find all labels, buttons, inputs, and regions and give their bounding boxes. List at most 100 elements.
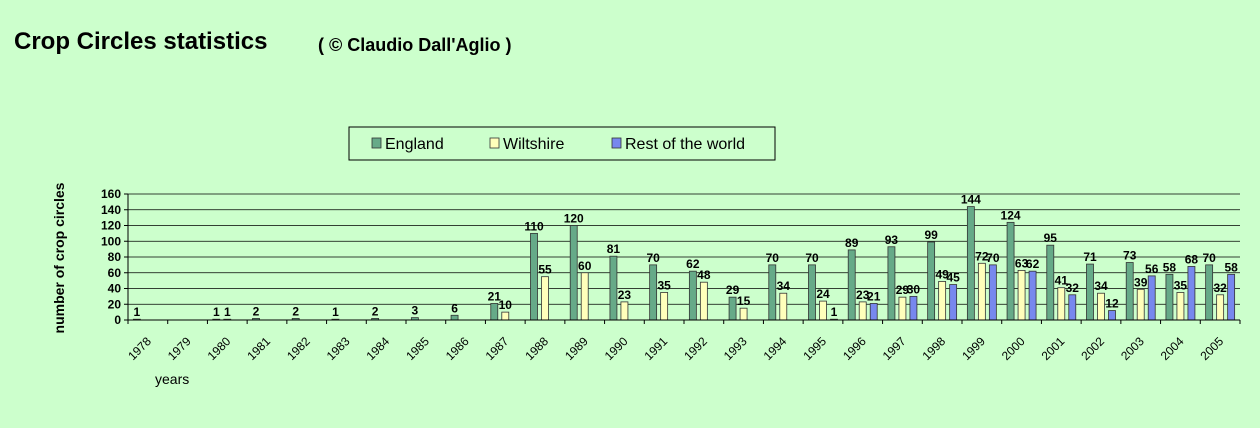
data-label: 70 xyxy=(1202,251,1216,265)
bar-rest-of-the-world xyxy=(1187,266,1196,321)
bar-england xyxy=(887,246,896,321)
bar-rest-of-the-world xyxy=(1227,273,1236,321)
data-label: 81 xyxy=(607,242,621,256)
x-tick-label: 1996 xyxy=(840,334,869,363)
y-axis-label: number of crop circles xyxy=(51,182,67,333)
legend-swatch xyxy=(489,137,500,149)
bar-wiltshire xyxy=(580,272,589,321)
chart-title: Crop Circles statistics xyxy=(14,28,268,55)
data-label: 12 xyxy=(1105,297,1119,311)
legend-box xyxy=(348,126,776,161)
bar-rest-of-the-world xyxy=(1147,275,1156,321)
y-tick-label: 60 xyxy=(108,266,122,280)
data-label: 32 xyxy=(1213,281,1227,295)
data-label: 29 xyxy=(726,283,740,297)
bar-wiltshire xyxy=(620,301,629,321)
bar-wiltshire xyxy=(501,311,510,321)
bar-england xyxy=(808,264,816,321)
y-tick-label: 120 xyxy=(101,219,121,233)
bar-marks xyxy=(132,206,1236,321)
data-label: 89 xyxy=(845,236,859,250)
legend: England Wiltshire Rest of the world xyxy=(348,126,776,161)
data-label: 15 xyxy=(737,294,751,308)
legend-label: Rest of the world xyxy=(625,136,745,153)
data-label: 10 xyxy=(499,298,513,312)
bar-wiltshire xyxy=(898,296,907,321)
data-label: 24 xyxy=(816,287,830,301)
data-label: 21 xyxy=(867,289,881,303)
data-labels: 1 1 1 2 2 1 2 3 62110110551206081237035624829157… xyxy=(134,193,1239,320)
bar-england xyxy=(927,241,936,321)
y-tick-label: 140 xyxy=(101,203,121,217)
x-tick-label: 1980 xyxy=(205,334,234,363)
y-tick-label: 40 xyxy=(108,282,122,296)
bar-england xyxy=(728,296,737,321)
y-tick-label: 80 xyxy=(108,250,122,264)
x-tick-label: 1984 xyxy=(363,334,392,363)
data-label: 3 xyxy=(412,304,419,318)
x-axis-label: years xyxy=(155,371,189,387)
bar-wiltshire xyxy=(660,292,669,321)
data-label: 55 xyxy=(538,263,552,277)
data-label: 1 xyxy=(213,305,220,319)
data-label: 49 xyxy=(935,267,949,281)
bar-wiltshire xyxy=(699,281,708,321)
data-label: 2 xyxy=(253,304,260,318)
bar-wiltshire xyxy=(739,307,748,321)
bar-england xyxy=(1125,262,1134,321)
x-tick-label: 1982 xyxy=(284,334,313,363)
data-label: 29 xyxy=(896,283,910,297)
data-label: 144 xyxy=(961,193,981,207)
x-tick-label: 1986 xyxy=(443,334,472,363)
data-label: 58 xyxy=(1224,260,1238,274)
bar-wiltshire xyxy=(977,262,986,321)
x-tick-label: 1998 xyxy=(919,334,948,363)
data-label: 58 xyxy=(1163,260,1177,274)
bar-england xyxy=(1046,244,1055,321)
data-label: 1 xyxy=(134,305,141,319)
x-tick-label: 1989 xyxy=(562,334,591,363)
bar-rest-of-the-world xyxy=(909,295,918,321)
bar-rest-of-the-world xyxy=(1068,294,1077,321)
bar-england xyxy=(847,249,856,321)
x-tick-label: 1985 xyxy=(403,334,432,363)
data-label: 72 xyxy=(975,249,989,263)
x-tick-label: 1988 xyxy=(522,334,551,363)
bar-wiltshire xyxy=(858,301,867,321)
bar-rest-of-the-world xyxy=(949,284,958,321)
data-label: 95 xyxy=(1044,231,1058,245)
bar-wiltshire xyxy=(779,292,788,321)
bar-england xyxy=(1086,263,1094,321)
bar-england xyxy=(450,314,459,321)
bar-england xyxy=(490,303,499,321)
x-tick-label: 2003 xyxy=(1118,334,1147,363)
x-tick-label: 2000 xyxy=(999,334,1028,363)
legend-swatch xyxy=(611,137,622,149)
data-label: 60 xyxy=(578,259,592,273)
bar-wiltshire xyxy=(541,276,549,321)
y-tick-label: 100 xyxy=(101,234,121,248)
bar-wiltshire xyxy=(1057,287,1066,321)
data-label: 34 xyxy=(1094,279,1108,293)
data-label: 2 xyxy=(372,304,379,318)
data-label: 63 xyxy=(1015,256,1029,270)
data-label: 1 xyxy=(831,305,838,319)
data-label: 1 xyxy=(224,305,231,319)
data-label: 120 xyxy=(564,212,584,226)
bar-england xyxy=(1165,273,1174,321)
data-label: 56 xyxy=(1145,262,1159,276)
x-tick-label: 1995 xyxy=(800,334,829,363)
y-tick-label: 160 xyxy=(101,187,121,201)
data-label: 39 xyxy=(1134,275,1148,289)
bar-england xyxy=(966,206,975,321)
y-tick-label: 20 xyxy=(108,297,122,311)
legend-swatch xyxy=(371,137,382,149)
bar-rest-of-the-world xyxy=(1108,310,1116,321)
data-label: 30 xyxy=(907,282,921,296)
bar-england xyxy=(688,270,697,321)
data-label: 23 xyxy=(856,288,870,302)
y-tick-label: 0 xyxy=(114,313,121,327)
data-label: 70 xyxy=(986,251,1000,265)
x-tick-label: 1983 xyxy=(324,334,353,363)
x-tick-label: 2002 xyxy=(1078,334,1107,363)
